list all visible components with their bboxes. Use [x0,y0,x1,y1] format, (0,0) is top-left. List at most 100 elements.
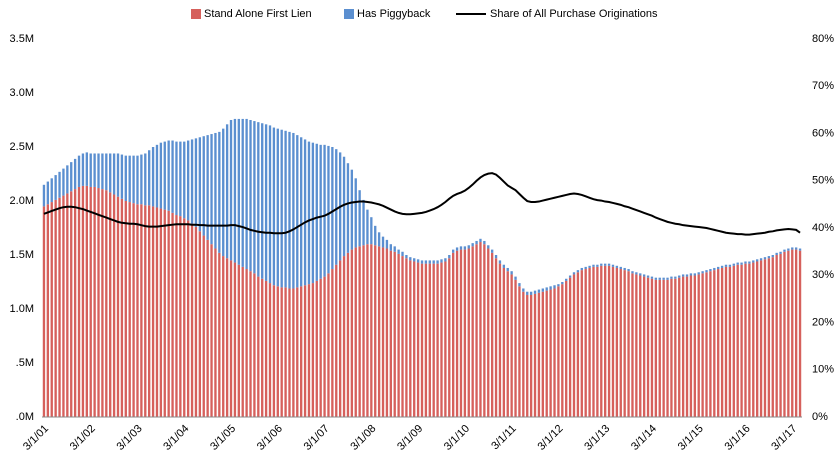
bar [452,249,455,253]
bar [144,205,147,417]
x-tick-label: 3/1/05 [208,423,238,453]
bar [303,285,307,417]
bar [190,223,194,417]
bar [175,215,178,417]
bar [163,141,166,210]
bar [284,130,287,288]
bar [475,240,478,245]
bar [529,291,533,295]
x-tick-label: 3/1/09 [395,423,425,453]
bar [206,135,209,240]
bar [288,288,291,417]
bar [779,253,782,417]
bar [374,225,377,246]
bar [775,255,778,417]
y2-tick-label: 40% [812,222,834,234]
bar [471,246,474,417]
bar [342,156,346,257]
bar [666,277,669,280]
bar [791,249,794,417]
bar [615,265,619,268]
y-tick-label: 3.5M [10,33,34,45]
bar [397,249,400,254]
bar [611,264,615,267]
bar [66,165,69,194]
bar [186,140,190,221]
line [43,172,801,236]
bar [420,260,424,264]
bar [280,287,283,417]
bar [557,286,560,417]
y2-tick-label: 70% [812,80,834,92]
bar [650,276,654,279]
bar [109,192,112,417]
bar [553,288,556,417]
bar [97,153,100,189]
bar [54,199,57,417]
bar [128,155,131,203]
bar [128,202,131,417]
bar [479,238,482,243]
bar [257,276,260,417]
bar [744,263,747,417]
bar [229,260,233,417]
bar [171,140,174,213]
bar [748,261,751,264]
bar [463,249,467,417]
bar [689,275,693,417]
bar [385,248,389,417]
bar [409,260,412,417]
bar [428,260,431,264]
bar [253,273,256,417]
bar [81,153,85,186]
bar [783,251,786,417]
bar [717,266,720,270]
bar [736,262,739,265]
bar [791,247,794,250]
bar [179,216,182,417]
bar [206,239,209,417]
bar [54,175,57,200]
bar [405,255,408,259]
bar [693,273,696,276]
bar [159,142,163,209]
x-tick-label: 3/1/12 [535,423,565,453]
bar [249,271,252,417]
bar [190,139,194,224]
bar [514,279,517,417]
bar [300,137,303,287]
bar [179,141,182,217]
bar [436,263,439,417]
legend-label: Has Piggyback [357,8,431,20]
bar [674,278,677,417]
bar [225,258,229,417]
bar [413,258,416,262]
bar [432,260,435,264]
bar [171,212,174,417]
bar [639,273,642,276]
bar [600,265,603,417]
bar [233,262,237,417]
bar [229,120,233,261]
bar [416,259,420,263]
bar [728,264,732,267]
bar [724,264,728,267]
bar [93,153,96,187]
bar [678,275,681,278]
bar [798,250,802,417]
bar [370,217,373,245]
bar [272,127,276,286]
bar [740,262,743,265]
bar [155,207,159,417]
bar [233,118,237,263]
bar [225,124,229,259]
bar [483,240,486,245]
bar [623,267,626,271]
bar [401,256,404,417]
x-tick-label: 3/1/02 [68,423,98,453]
bar [467,248,470,417]
bar [642,274,646,277]
bar [565,280,568,417]
bar [533,290,537,294]
bar [631,271,634,274]
